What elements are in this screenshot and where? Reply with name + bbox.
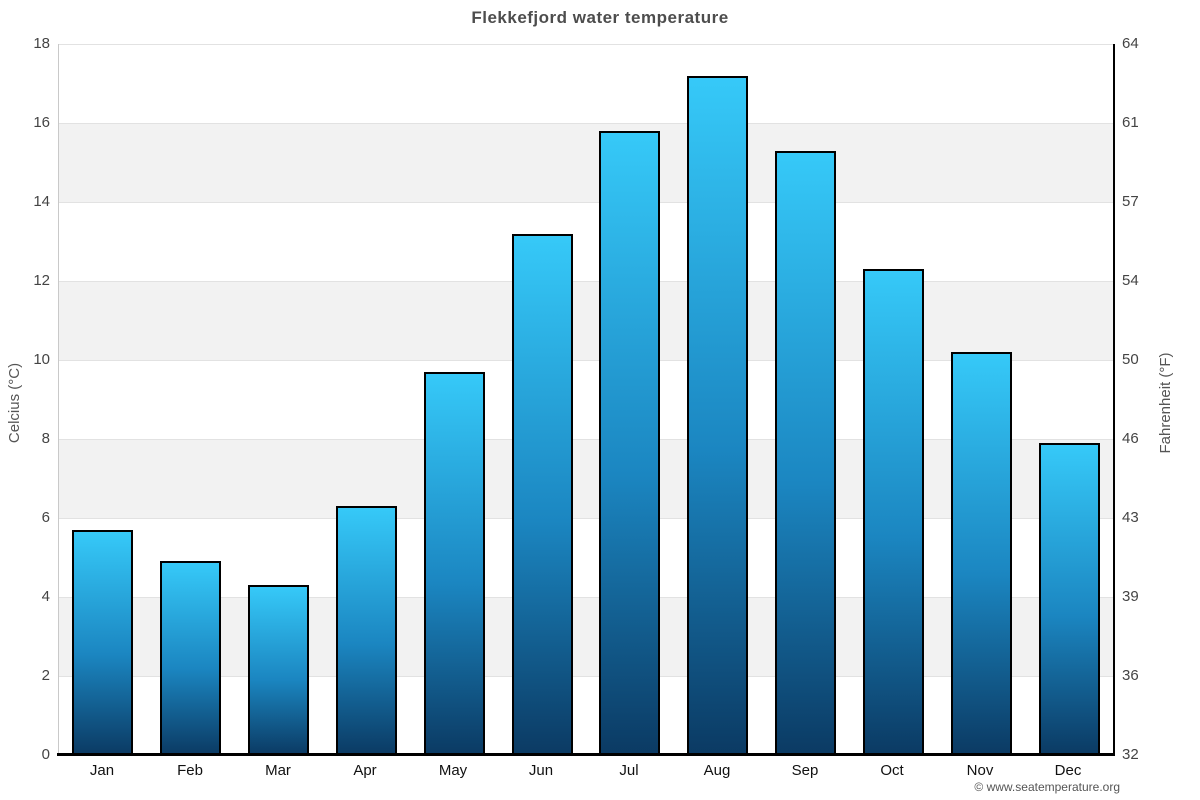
ytick-celsius-0: 0 xyxy=(41,746,50,763)
grid-band xyxy=(59,518,1113,597)
xtick-may: May xyxy=(438,762,468,779)
grid-band xyxy=(59,597,1113,676)
grid-band xyxy=(59,123,1113,202)
xtick-jun: Jun xyxy=(528,762,554,779)
xtick-jul: Jul xyxy=(619,762,639,779)
ytick-celsius-10: 10 xyxy=(33,351,50,368)
bar-jan[interactable] xyxy=(72,530,133,755)
ytick-fahrenheit-43: 43 xyxy=(1122,509,1139,526)
grid-band xyxy=(59,44,1113,123)
grid-band xyxy=(59,360,1113,439)
ytick-celsius-6: 6 xyxy=(41,509,50,526)
ytick-fahrenheit-61: 61 xyxy=(1122,114,1139,131)
ytick-fahrenheit-50: 50 xyxy=(1122,351,1139,368)
xtick-nov: Nov xyxy=(966,762,994,779)
grid-band xyxy=(59,439,1113,518)
ytick-celsius-8: 8 xyxy=(41,430,50,447)
chart-title: Flekkefjord water temperature xyxy=(471,8,729,27)
grid-band xyxy=(59,202,1113,281)
bar-jul[interactable] xyxy=(599,131,660,755)
ytick-fahrenheit-54: 54 xyxy=(1122,272,1139,289)
bar-nov[interactable] xyxy=(951,352,1012,755)
ytick-fahrenheit-39: 39 xyxy=(1122,588,1139,605)
ytick-fahrenheit-64: 64 xyxy=(1122,35,1139,52)
ytick-fahrenheit-46: 46 xyxy=(1122,430,1139,447)
ytick-celsius-4: 4 xyxy=(41,588,50,605)
ytick-celsius-16: 16 xyxy=(33,114,50,131)
y-axis-title-fahrenheit: Fahrenheit (°F) xyxy=(1157,352,1174,454)
x-axis-line xyxy=(57,753,1115,756)
bar-may[interactable] xyxy=(424,372,485,755)
grid-band xyxy=(59,281,1113,360)
y-axis-title-celsius: Celcius (°C) xyxy=(6,362,23,444)
ytick-fahrenheit-32: 32 xyxy=(1122,746,1139,763)
bar-jun[interactable] xyxy=(512,234,573,755)
ytick-celsius-14: 14 xyxy=(33,193,50,210)
bar-oct[interactable] xyxy=(863,269,924,755)
ytick-celsius-2: 2 xyxy=(41,667,50,684)
copyright-text: © www.seatemperature.org xyxy=(974,780,1120,794)
grid-band xyxy=(59,676,1113,755)
bar-apr[interactable] xyxy=(336,506,397,755)
ytick-fahrenheit-57: 57 xyxy=(1122,193,1139,210)
xtick-jan: Jan xyxy=(89,762,115,779)
ytick-celsius-12: 12 xyxy=(33,272,50,289)
xtick-mar: Mar xyxy=(265,762,291,779)
xtick-oct: Oct xyxy=(880,762,904,779)
bar-feb[interactable] xyxy=(160,561,221,755)
bar-aug[interactable] xyxy=(687,76,748,755)
xtick-sep: Sep xyxy=(791,762,819,779)
xtick-dec: Dec xyxy=(1054,762,1082,779)
xtick-apr: Apr xyxy=(353,762,377,779)
ytick-celsius-18: 18 xyxy=(33,35,50,52)
bar-mar[interactable] xyxy=(248,585,309,755)
plot-area xyxy=(58,44,1115,755)
xtick-aug: Aug xyxy=(703,762,731,779)
xtick-feb: Feb xyxy=(177,762,203,779)
bar-sep[interactable] xyxy=(775,151,836,755)
ytick-fahrenheit-36: 36 xyxy=(1122,667,1139,684)
bar-dec[interactable] xyxy=(1039,443,1100,755)
